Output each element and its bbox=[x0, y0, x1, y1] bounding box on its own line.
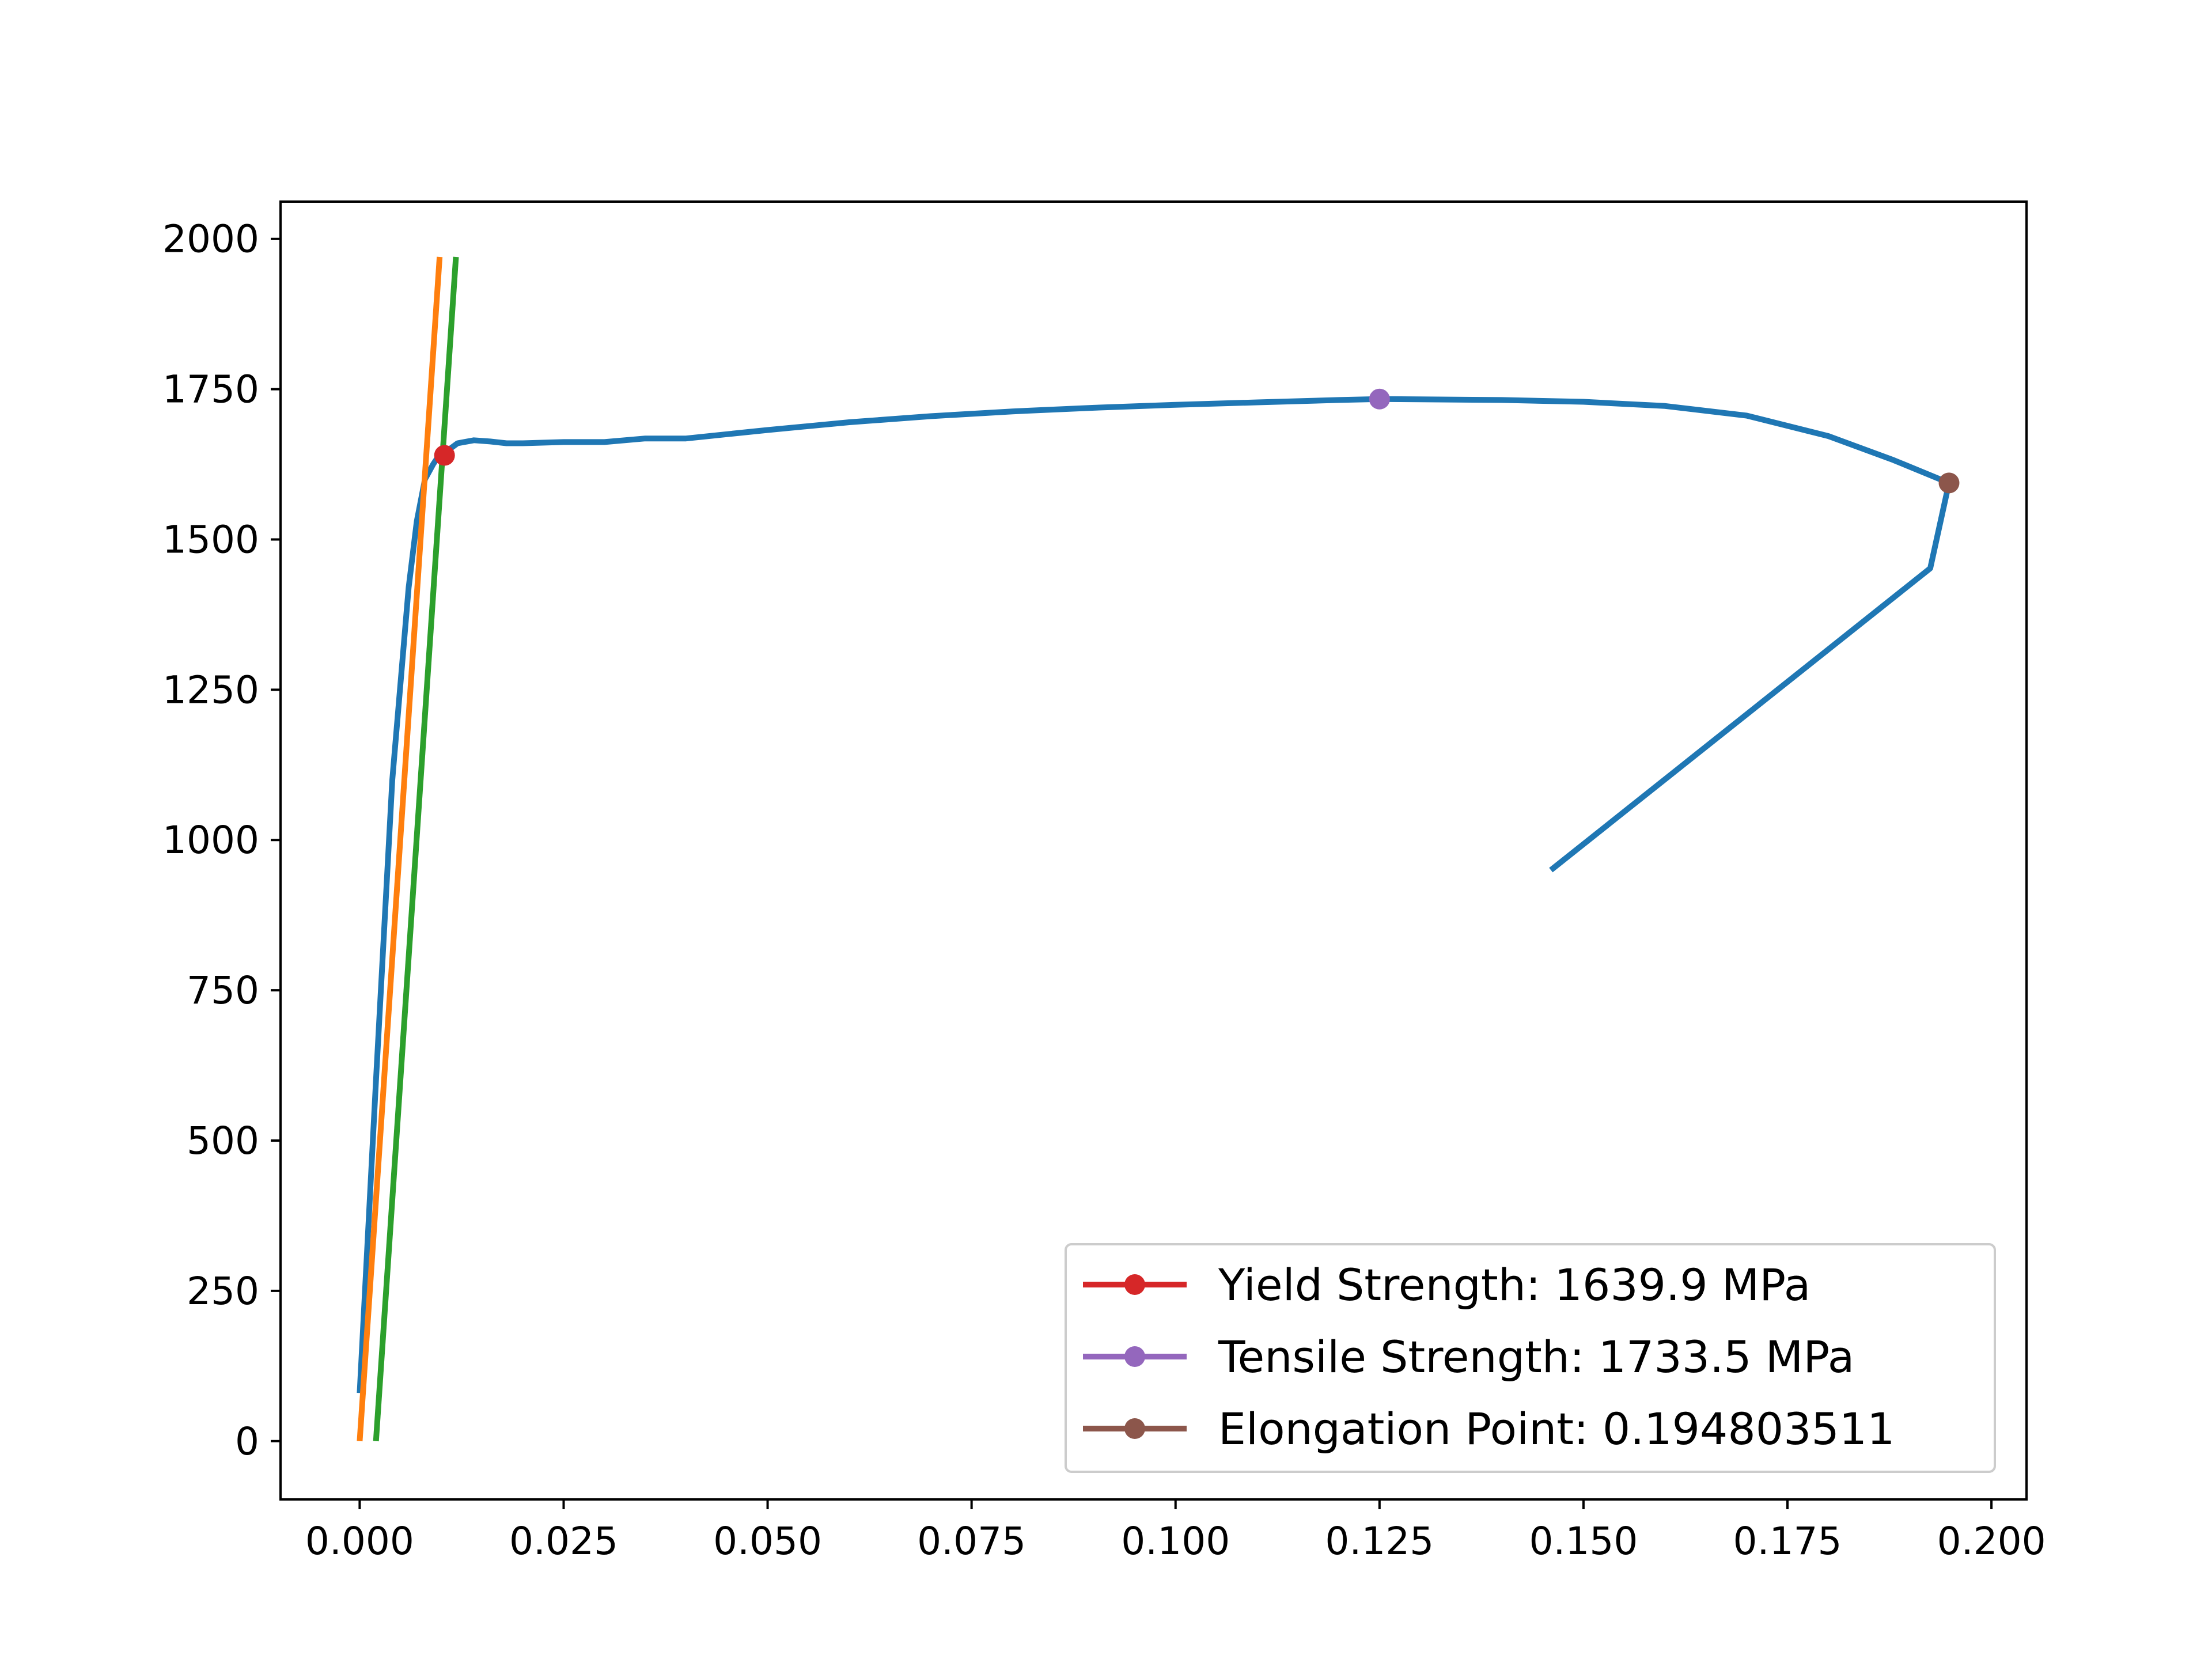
x-tick-label: 0.175 bbox=[1733, 1519, 1842, 1563]
y-tick-label: 250 bbox=[187, 1269, 259, 1313]
legend-entry-tensile-strength: Tensile Strength: 1733.5 MPa bbox=[1083, 1331, 1854, 1382]
x-tick-label: 0.075 bbox=[917, 1519, 1026, 1563]
legend-label: Tensile Strength: 1733.5 MPa bbox=[1218, 1331, 1854, 1382]
x-tick-label: 0.025 bbox=[509, 1519, 618, 1563]
x-tick-label: 0.100 bbox=[1121, 1519, 1230, 1563]
legend-marker-swatch bbox=[1124, 1346, 1145, 1367]
y-tick-label: 500 bbox=[187, 1119, 259, 1163]
x-tick-label: 0.200 bbox=[1937, 1519, 2046, 1563]
y-tick-label: 1750 bbox=[162, 368, 259, 412]
axes: 0.000 0.025 0.050 0.075 0.100 0.125 0.150 0.175… bbox=[162, 200, 2046, 1563]
plot-area bbox=[357, 256, 1960, 1442]
legend-label: Yield Strength: 1639.9 MPa bbox=[1218, 1259, 1810, 1310]
tensile-strength-marker bbox=[1369, 388, 1390, 410]
x-tick-label: 0.125 bbox=[1325, 1519, 1434, 1563]
legend-entry-yield-strength: Yield Strength: 1639.9 MPa bbox=[1083, 1259, 1810, 1310]
legend-marker-swatch bbox=[1124, 1274, 1145, 1295]
x-tick-label: 0.150 bbox=[1529, 1519, 1638, 1563]
elongation-point-marker bbox=[1938, 472, 1960, 494]
y-tick-label: 1000 bbox=[162, 818, 259, 862]
legend: Yield Strength: 1639.9 MPa Tensile Streng… bbox=[1065, 1243, 1996, 1473]
y-tick-label: 0 bbox=[235, 1419, 259, 1464]
y-tick-label: 2000 bbox=[162, 217, 259, 262]
legend-box bbox=[1065, 1243, 1996, 1473]
curve-line-stress-strain bbox=[357, 396, 1952, 1393]
axes-frame bbox=[279, 200, 2028, 1501]
x-tick-label: 0.050 bbox=[713, 1519, 822, 1563]
legend-label: Elongation Point: 0.194803511 bbox=[1218, 1403, 1895, 1455]
y-tick-label: 1500 bbox=[162, 517, 259, 562]
y-tick-label: 750 bbox=[187, 968, 259, 1013]
yield-strength-marker bbox=[434, 445, 455, 466]
legend-entry-elongation-point: Elongation Point: 0.194803511 bbox=[1083, 1403, 1895, 1455]
curve-line-offset-orange bbox=[357, 256, 443, 1442]
legend-marker-swatch bbox=[1124, 1418, 1145, 1439]
x-tick-label: 0.000 bbox=[305, 1519, 414, 1563]
y-tick-label: 1250 bbox=[162, 668, 259, 712]
